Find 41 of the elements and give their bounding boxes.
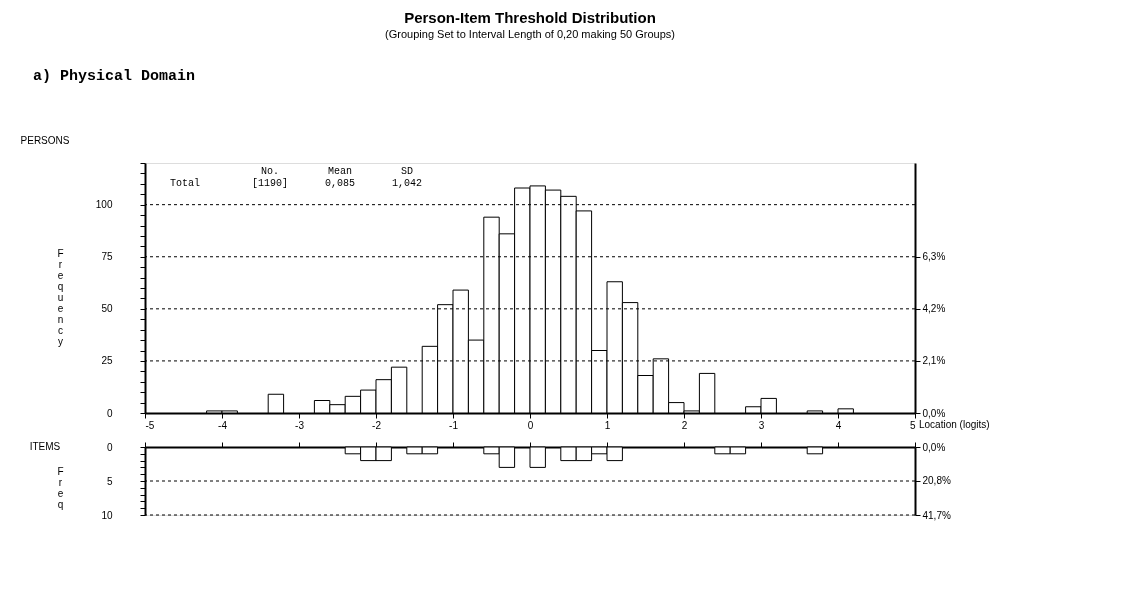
annotation: 0,085 [324, 178, 356, 189]
y2-tick-label: 0,0% [922, 441, 946, 453]
chart-title: Person-Item Threshold Distribution [404, 9, 656, 26]
x-tick-label: 0 [527, 419, 534, 431]
x-tick-label: -1 [449, 419, 459, 431]
text: PERSONS [20, 135, 70, 146]
text: a) Physical Domain [33, 68, 196, 85]
y2-tick-label: 41,7% [922, 509, 951, 521]
y2-tick-label: 0,0% [922, 407, 946, 419]
y2-tick-label: 2,1% [922, 355, 946, 367]
x-tick-label: -2 [372, 419, 382, 431]
y-tick-label: 0 [106, 441, 113, 453]
annotation: [1190] [251, 178, 289, 189]
annotation: Total [169, 178, 201, 189]
x-tick-label: 4 [835, 419, 842, 431]
y-tick-label: 5 [106, 475, 113, 487]
x-tick-label: 1 [604, 419, 611, 431]
x-tick-label: 3 [758, 419, 765, 431]
chart-subtitle: (Grouping Set to Interval Length of 0,20 making 50 Groups) [385, 28, 675, 40]
y2-tick-label: 4,2% [922, 303, 946, 315]
y2-tick-label: 20,8% [922, 475, 951, 487]
annotation: 1,042 [391, 178, 423, 189]
x-tick-label: 2 [681, 419, 688, 431]
y-tick-label: 25 [101, 355, 113, 367]
x-tick-label: -3 [295, 419, 305, 431]
y-axis-title: Freq [57, 465, 64, 510]
x-tick-label: -4 [218, 419, 228, 431]
x-tick-label: 5 [909, 419, 916, 431]
x-tick-label: -5 [145, 419, 155, 431]
text: ITEMS [29, 441, 61, 452]
x-axis-title: Location (logits) [919, 419, 990, 430]
y-tick-label: 75 [101, 251, 113, 263]
y-tick-label: 100 [95, 199, 113, 211]
annotation: No. [260, 166, 280, 177]
y2-tick-label: 6,3% [922, 251, 946, 263]
annotation: Mean [327, 166, 353, 177]
annotation: SD [400, 166, 414, 177]
y-tick-label: 0 [106, 407, 113, 419]
text: Frequency [57, 247, 64, 347]
y-tick-label: 10 [101, 509, 113, 521]
y-tick-label: 50 [101, 303, 113, 315]
